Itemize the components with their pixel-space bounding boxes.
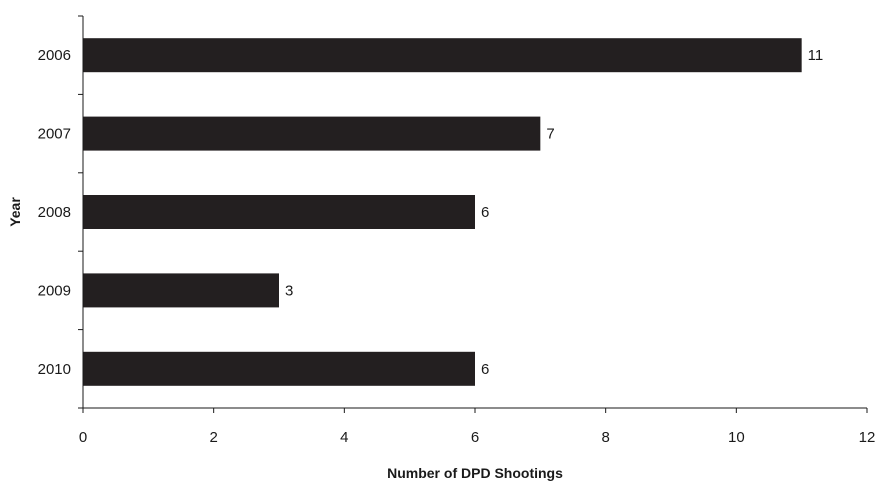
data-label: 6 [481,361,489,378]
y-tick-label: 2009 [38,282,71,299]
x-tick-label: 4 [340,429,348,446]
x-tick-label: 2 [209,429,217,446]
bar-2007 [83,116,541,151]
x-tick-labels-group: 0 2 4 6 8 10 12 [79,429,876,446]
y-axis-title: Year [7,197,23,227]
y-tick-label: 2008 [38,204,71,221]
y-tick-labels-group: 2006 2007 2008 2009 2010 [38,47,71,378]
x-axis-title: Number of DPD Shootings [387,465,563,481]
data-label: 7 [546,126,554,143]
y-tick-label: 2006 [38,47,71,64]
data-label: 11 [808,47,824,64]
data-label: 6 [481,204,489,221]
y-tick-label: 2010 [38,361,71,378]
x-tick-label: 10 [728,429,745,446]
x-tick-label: 12 [859,429,876,446]
bar-2008 [83,195,475,229]
bar-2010 [83,351,475,386]
bar-2009 [83,273,279,308]
bars-group [83,38,802,386]
data-labels-group: 11 7 6 3 6 [285,47,823,378]
x-tick-label: 6 [471,429,479,446]
x-ticks-group [82,408,868,413]
y-ticks-group [78,15,83,409]
x-tick-label: 0 [79,429,87,446]
x-tick-label: 8 [601,429,609,446]
data-label: 3 [285,282,293,299]
bar-2006 [83,38,802,73]
y-tick-label: 2007 [38,126,71,143]
